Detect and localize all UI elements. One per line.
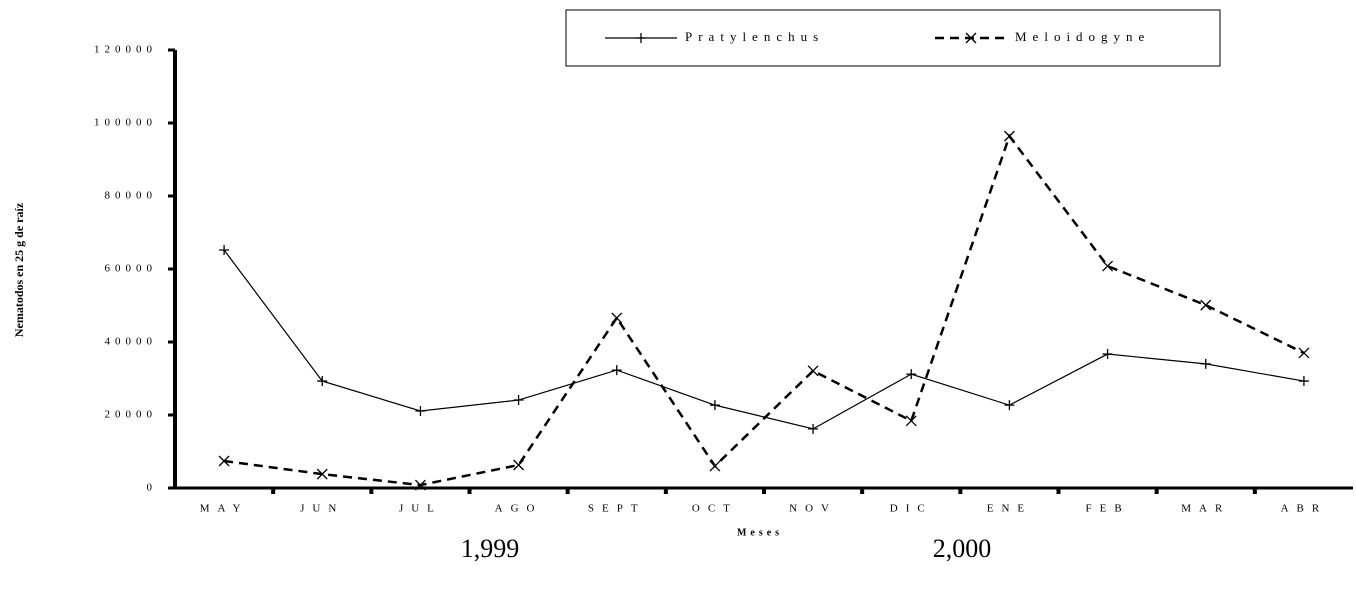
marker <box>219 245 230 256</box>
marker <box>414 479 426 491</box>
y-tick-label: 100000 <box>94 117 157 129</box>
x-tick-label: ABR <box>1281 503 1328 515</box>
legend-label: Meloidogyne <box>1015 29 1150 44</box>
y-tick-label: 0 <box>147 482 158 494</box>
marker <box>317 376 328 387</box>
series-line <box>223 133 1305 487</box>
x-tick-label: DIC <box>890 503 933 515</box>
y-tick-label: 20000 <box>105 409 158 421</box>
x-tick-label: SEPT <box>588 503 646 515</box>
year-annotation: 2,000 <box>933 534 992 563</box>
marker <box>807 365 819 377</box>
marker <box>1102 260 1114 272</box>
y-axis-label: Nematodos en 25 g de raíz <box>12 202 26 337</box>
marker <box>1298 347 1310 359</box>
x-tick-label: JUL <box>399 503 442 515</box>
x-tick-label: FEB <box>1085 503 1129 515</box>
marker <box>316 468 328 480</box>
marker <box>513 395 524 406</box>
marker <box>513 459 525 471</box>
y-tick-label: 80000 <box>105 190 158 202</box>
marker <box>611 312 623 324</box>
marker <box>709 400 720 411</box>
year-annotation: 1,999 <box>461 534 520 563</box>
legend-label: Pratylenchus <box>685 29 824 44</box>
marker <box>1200 358 1211 369</box>
y-tick-label: 60000 <box>105 263 158 275</box>
marker <box>1298 376 1309 387</box>
marker <box>1003 130 1015 142</box>
legend-box <box>565 9 1221 67</box>
marker <box>709 460 721 472</box>
x-axis-label: Meses <box>737 527 783 538</box>
x-tick-label: OCT <box>692 503 738 515</box>
x-tick-label: JUN <box>300 503 344 515</box>
marker <box>636 33 646 43</box>
x-tick-label: MAR <box>1181 503 1230 515</box>
x-tick-label: MAY <box>200 503 249 515</box>
series-line <box>223 249 1305 430</box>
y-tick-label: 120000 <box>94 44 157 56</box>
x-tick-label: NOV <box>789 503 837 515</box>
marker <box>415 405 426 416</box>
y-tick-label: 40000 <box>105 336 158 348</box>
x-tick-label: ENE <box>987 503 1032 515</box>
marker <box>1004 400 1015 411</box>
marker <box>611 365 622 376</box>
marker <box>905 415 917 427</box>
marker <box>965 32 977 44</box>
marker <box>1102 349 1113 360</box>
marker <box>906 369 917 380</box>
marker <box>808 423 819 434</box>
marker <box>218 455 230 467</box>
marker <box>1200 299 1212 311</box>
x-tick-label: AGO <box>495 503 543 515</box>
